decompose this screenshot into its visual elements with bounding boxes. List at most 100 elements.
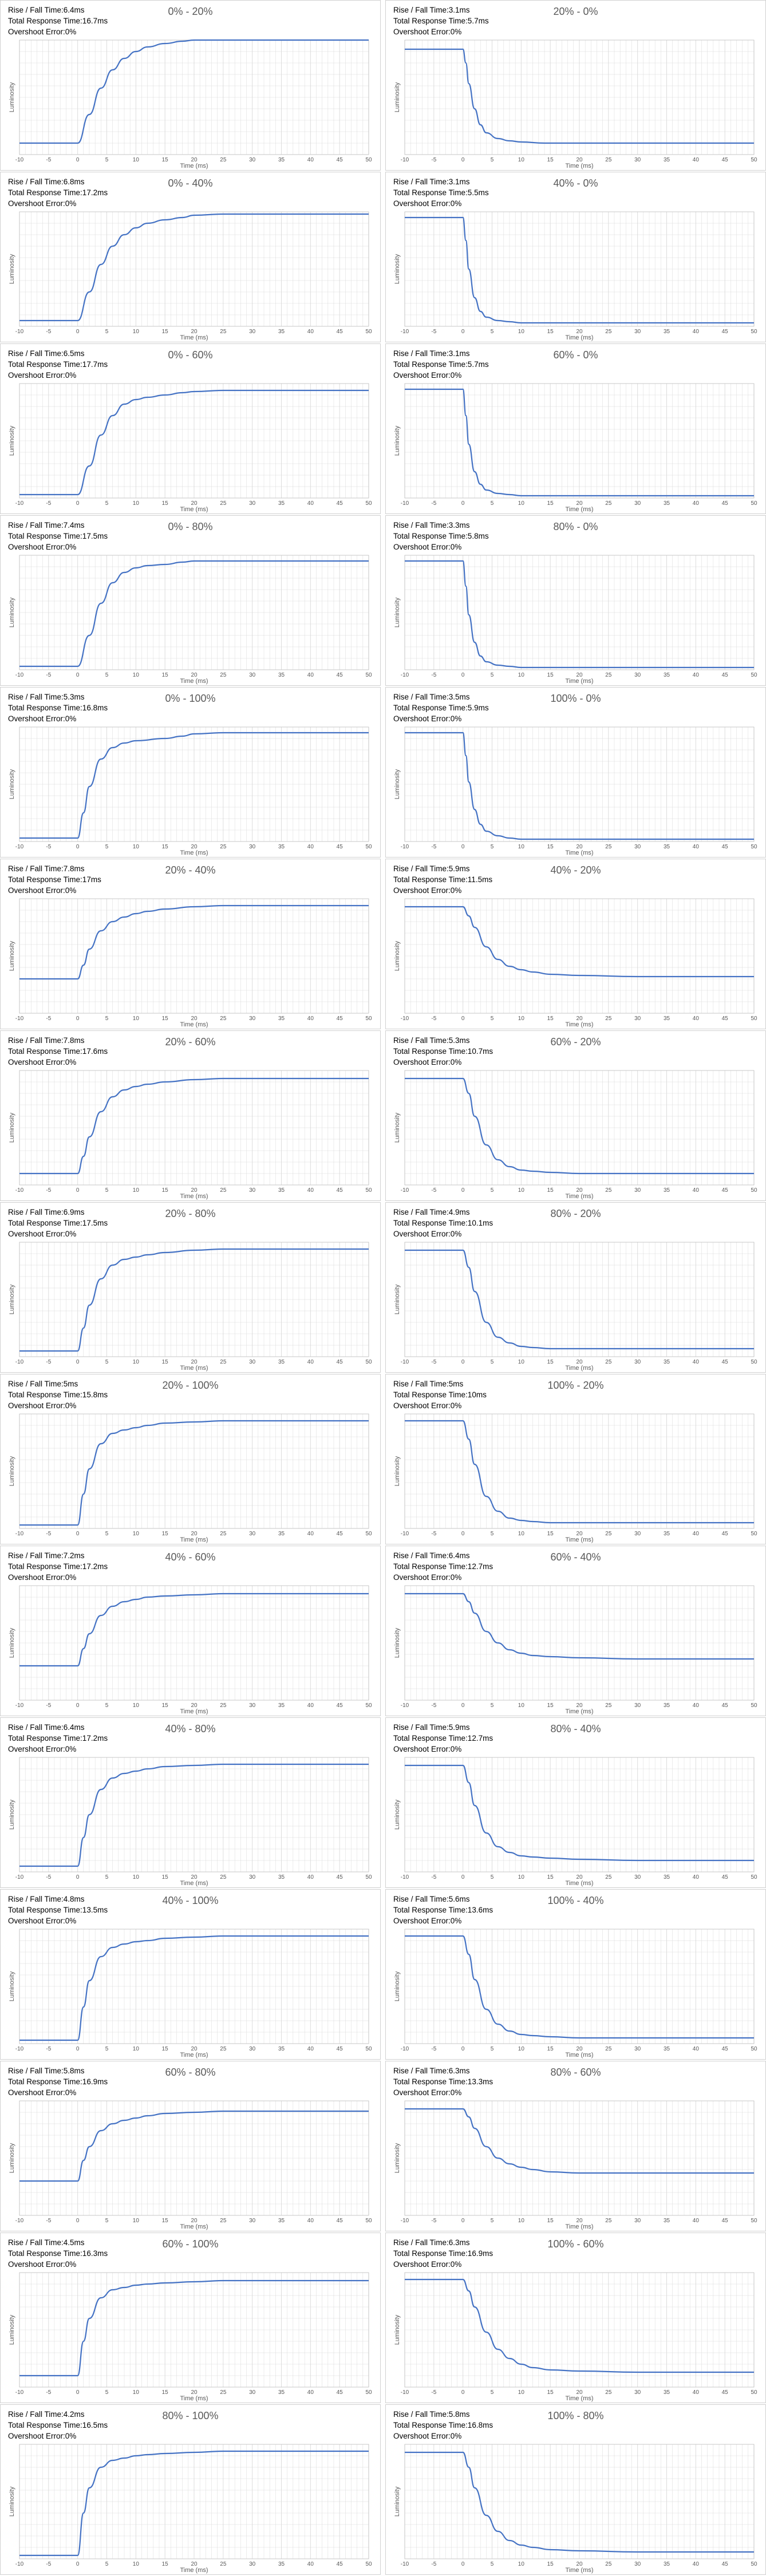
chart-panel: Rise / Fall Time:3.3ms Total Response Tim… — [385, 515, 766, 686]
x-tick-label: -5 — [46, 2389, 51, 2396]
x-tick-label: 0 — [461, 1016, 465, 1022]
x-tick-label: -5 — [431, 1016, 436, 1022]
rise-fall-time: Rise / Fall Time:7.2ms — [8, 1551, 85, 1560]
response-stats: Rise / Fall Time:5.3ms Total Response Tim… — [8, 692, 108, 724]
x-tick-label: 5 — [491, 1531, 494, 1537]
chart-title: 80% - 20% — [550, 1208, 601, 1219]
chart-title: 0% - 80% — [168, 521, 213, 532]
plot-area — [19, 211, 369, 327]
x-tick-label: 25 — [605, 2218, 612, 2224]
x-axis-label: Time (ms) — [180, 1021, 208, 1028]
total-response-time: Total Response Time:5.7ms — [393, 17, 489, 25]
x-tick-label: 20 — [191, 1874, 198, 1880]
line-chart: -10 -5 0 5 10 15 20 25 30 35 40 45 50 Time (ms) Lumino… — [9, 555, 372, 685]
luminosity-series-line — [19, 213, 369, 322]
x-tick-label: 35 — [664, 329, 670, 335]
x-tick-label: 15 — [162, 1187, 169, 1194]
x-tick-label: 40 — [693, 844, 700, 850]
x-tick-label: -5 — [431, 2561, 436, 2567]
x-tick-label: 45 — [722, 1702, 729, 1709]
line-chart: -10 -5 0 5 10 15 20 25 30 35 40 45 50 Time (ms) Lumino… — [9, 1242, 372, 1372]
plot-area — [404, 555, 755, 670]
chart-panel: Rise / Fall Time:5.3ms Total Response Tim… — [0, 687, 381, 858]
x-tick-label: 5 — [491, 2218, 494, 2224]
chart-title: 60% - 100% — [162, 2238, 219, 2250]
plot-area — [19, 2100, 369, 2216]
overshoot-error: Overshoot Error:0% — [393, 1401, 462, 1410]
x-axis-label: Time (ms) — [565, 506, 593, 513]
x-axis-label: Time (ms) — [180, 1880, 208, 1887]
chart-title: 0% - 20% — [168, 6, 213, 17]
response-stats: Rise / Fall Time:4.9ms Total Response Tim… — [393, 1207, 493, 1239]
chart-border — [0, 343, 381, 514]
x-tick-label: 10 — [518, 2218, 525, 2224]
x-tick-label: 35 — [664, 1359, 670, 1365]
y-axis-label: Luminosity — [394, 1627, 401, 1658]
x-tick-label: 15 — [547, 1187, 554, 1194]
chart-panel: Rise / Fall Time:6.9ms Total Response Tim… — [0, 1202, 381, 1373]
overshoot-error: Overshoot Error:0% — [393, 1230, 462, 1238]
x-tick-label: 10 — [518, 1016, 525, 1022]
chart-panel: Rise / Fall Time:7.2ms Total Response Tim… — [0, 1546, 381, 1716]
x-tick-label: 45 — [337, 500, 343, 507]
x-tick-label: 5 — [105, 1359, 109, 1365]
x-tick-label: 5 — [491, 672, 494, 678]
x-tick-label: 20 — [191, 2046, 198, 2052]
luminosity-series-line — [19, 1077, 369, 1175]
x-tick-label: 10 — [133, 2218, 140, 2224]
x-tick-label: 50 — [751, 2046, 757, 2052]
chart-border — [0, 1202, 381, 1373]
chart-panel: Rise / Fall Time:4.8ms Total Response Tim… — [0, 1889, 381, 2060]
x-tick-label: -10 — [15, 2218, 24, 2224]
y-axis-label: Luminosity — [9, 1112, 15, 1143]
x-tick-label: 30 — [634, 2218, 641, 2224]
x-axis-label: Time (ms) — [180, 850, 208, 856]
x-axis-label: Time (ms) — [180, 678, 208, 685]
chart-panel: Rise / Fall Time:6.4ms Total Response Tim… — [0, 1717, 381, 1888]
x-tick-label: 30 — [249, 1187, 256, 1194]
luminosity-series-line — [19, 1420, 369, 1526]
response-stats: Rise / Fall Time:5ms Total Response Time:… — [8, 1378, 108, 1411]
rise-fall-time: Rise / Fall Time:5.6ms — [393, 1895, 470, 1903]
rise-fall-time: Rise / Fall Time:3.5ms — [393, 693, 470, 701]
total-response-time: Total Response Time:16.9ms — [8, 2077, 108, 2086]
x-tick-label: 10 — [133, 844, 140, 850]
line-chart: -10 -5 0 5 10 15 20 25 30 35 40 45 50 Time (ms) Lumino… — [9, 211, 372, 341]
overshoot-error: Overshoot Error:0% — [393, 2260, 462, 2269]
x-tick-label: 20 — [576, 1874, 583, 1880]
x-tick-label: 20 — [191, 157, 198, 163]
total-response-time: Total Response Time:16.7ms — [8, 17, 108, 25]
x-tick-label: 35 — [278, 2046, 285, 2052]
x-tick-label: 45 — [337, 1531, 343, 1537]
line-chart: -10 -5 0 5 10 15 20 25 30 35 40 45 50 Time (ms) Lumino… — [9, 726, 372, 856]
luminosity-series-line — [405, 1420, 754, 1524]
x-tick-label: 20 — [191, 1531, 198, 1537]
x-tick-label: 45 — [337, 2218, 343, 2224]
x-tick-label: 15 — [547, 1359, 554, 1365]
luminosity-series-line — [19, 560, 369, 667]
total-response-time: Total Response Time:5.5ms — [393, 188, 489, 197]
x-tick-label: 30 — [634, 1531, 641, 1537]
plot-area — [19, 555, 369, 670]
x-tick-label: 5 — [105, 2218, 109, 2224]
x-tick-label: 0 — [461, 672, 465, 678]
chart-title: 40% - 80% — [165, 1723, 216, 1735]
x-tick-label: -10 — [15, 1359, 24, 1365]
response-stats: Rise / Fall Time:7.8ms Total Response Tim… — [8, 863, 101, 896]
x-tick-label: -10 — [401, 2218, 409, 2224]
chart-panel: Rise / Fall Time:4.9ms Total Response Tim… — [385, 1202, 766, 1373]
chart-border — [0, 172, 381, 342]
x-tick-label: 5 — [105, 1531, 109, 1537]
y-axis-label: Luminosity — [9, 82, 15, 112]
x-tick-label: -5 — [46, 500, 51, 507]
x-tick-label: 10 — [518, 1187, 525, 1194]
x-tick-label: 20 — [191, 672, 198, 678]
x-tick-label: -5 — [46, 2046, 51, 2052]
chart-panel: Rise / Fall Time:5ms Total Response Time:… — [385, 1374, 766, 1544]
y-axis-label: Luminosity — [9, 425, 15, 456]
x-tick-label: 45 — [722, 1874, 729, 1880]
luminosity-series-line — [19, 2279, 369, 2377]
x-tick-label: -10 — [15, 1702, 24, 1709]
chart-border — [0, 859, 381, 1029]
x-tick-label: 5 — [105, 329, 109, 335]
